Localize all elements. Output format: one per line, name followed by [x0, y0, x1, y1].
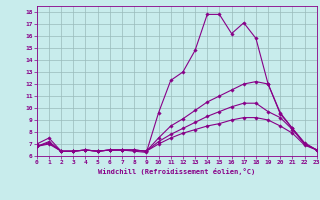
X-axis label: Windchill (Refroidissement éolien,°C): Windchill (Refroidissement éolien,°C)	[98, 168, 255, 175]
